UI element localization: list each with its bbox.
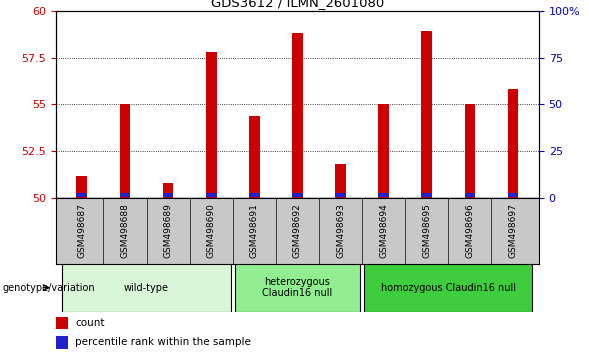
Bar	[364, 264, 532, 312]
Text: GSM498687: GSM498687	[77, 204, 87, 258]
Bar	[249, 116, 260, 198]
Bar	[56, 317, 68, 329]
Text: GSM498691: GSM498691	[250, 204, 259, 258]
Text: GSM498689: GSM498689	[164, 204, 173, 258]
Text: genotype/variation: genotype/variation	[3, 282, 95, 293]
Text: GSM498697: GSM498697	[508, 204, 518, 258]
Bar	[56, 336, 68, 349]
Bar	[465, 193, 475, 197]
Bar	[163, 193, 174, 197]
Bar	[62, 264, 231, 312]
Bar	[378, 104, 389, 198]
Text: GSM498690: GSM498690	[207, 204, 216, 258]
Bar	[249, 193, 260, 197]
Bar	[292, 33, 303, 198]
Text: GSM498692: GSM498692	[293, 204, 302, 258]
Bar	[292, 193, 303, 197]
Text: wild-type: wild-type	[124, 282, 169, 293]
Bar	[335, 193, 346, 197]
Bar	[335, 165, 346, 198]
Text: GSM498696: GSM498696	[465, 204, 474, 258]
Bar	[206, 193, 217, 197]
Bar	[235, 264, 360, 312]
Text: GSM498688: GSM498688	[121, 204, 130, 258]
Bar	[77, 193, 87, 197]
Bar	[163, 183, 174, 198]
Bar	[206, 52, 217, 198]
Text: GSM498695: GSM498695	[422, 204, 431, 258]
Text: homozygous Claudin16 null: homozygous Claudin16 null	[381, 282, 516, 293]
Bar	[421, 31, 432, 198]
Bar	[508, 90, 518, 198]
Text: GSM498694: GSM498694	[379, 204, 388, 258]
Text: count: count	[75, 318, 105, 328]
Text: percentile rank within the sample: percentile rank within the sample	[75, 337, 252, 347]
Text: GSM498693: GSM498693	[336, 204, 345, 258]
Bar	[120, 193, 130, 197]
Bar	[120, 104, 130, 198]
Bar	[508, 193, 518, 197]
Bar	[378, 193, 389, 197]
Title: GDS3612 / ILMN_2601080: GDS3612 / ILMN_2601080	[211, 0, 384, 10]
Bar	[421, 193, 432, 197]
Text: heterozygous
Claudin16 null: heterozygous Claudin16 null	[262, 277, 333, 298]
Bar	[465, 104, 475, 198]
Bar	[77, 176, 87, 198]
